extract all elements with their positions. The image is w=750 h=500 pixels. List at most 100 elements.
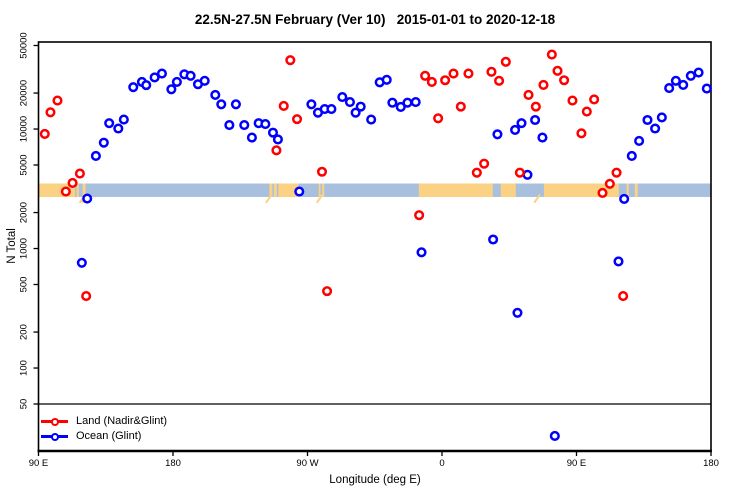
map-band-land-segment: [278, 183, 299, 197]
data-point-ocean: [185, 70, 196, 81]
map-band-land-segment: [82, 183, 86, 197]
data-point-land: [60, 186, 71, 197]
x-tick-label: 0: [439, 458, 444, 469]
data-point-land: [45, 107, 56, 118]
data-point-ocean: [613, 256, 624, 267]
data-point-land: [414, 210, 425, 221]
map-band-ocean: [38, 183, 711, 197]
data-point-land: [448, 68, 459, 79]
data-point-land: [52, 95, 63, 106]
data-point-ocean: [619, 193, 630, 204]
data-point-land: [420, 70, 431, 81]
data-point-ocean: [395, 101, 406, 113]
x-tick-label: 90 E: [29, 458, 49, 469]
legend-label-land: Land (Nadir&Glint): [76, 415, 168, 427]
data-point-ocean: [530, 114, 541, 126]
map-coastline-sliver: [315, 193, 324, 204]
data-point-ocean: [664, 83, 675, 94]
y-tick-label: 50000: [19, 32, 30, 58]
data-point-land: [589, 94, 600, 105]
data-point-ocean: [199, 75, 210, 86]
data-point-ocean: [678, 79, 689, 90]
data-point-land: [39, 128, 50, 139]
data-point-ocean: [693, 67, 704, 78]
data-point-ocean: [626, 150, 637, 162]
data-point-ocean: [537, 132, 548, 143]
data-point-ocean: [642, 114, 653, 126]
data-point-ocean: [166, 84, 177, 95]
data-point-ocean: [246, 132, 257, 143]
data-point-land: [500, 56, 511, 67]
map-band-land-segment: [318, 183, 321, 197]
data-point-ocean: [149, 72, 160, 83]
y-tick-label: 200: [19, 324, 30, 340]
data-point-land: [440, 75, 451, 86]
y-tick-label: 10000: [19, 116, 30, 142]
legend-item-ocean: Ocean (Glint): [41, 429, 167, 444]
map-band-land-segment: [76, 183, 79, 197]
data-point-ocean: [549, 430, 560, 442]
data-point-ocean: [701, 83, 712, 94]
x-axis-title: Longitude (deg E): [329, 474, 421, 486]
data-point-ocean: [685, 70, 696, 81]
legend-label-ocean: Ocean (Glint): [76, 430, 142, 442]
data-point-ocean: [516, 118, 527, 129]
data-point-ocean: [326, 103, 337, 115]
data-point-land: [278, 100, 289, 111]
data-point-ocean: [156, 68, 167, 79]
data-point-land: [523, 89, 534, 100]
data-point-land: [576, 128, 587, 139]
y-tick-label: 100: [19, 360, 30, 376]
x-tick-label: 90 E: [567, 458, 587, 469]
data-point-ocean: [634, 135, 645, 146]
data-point-ocean: [366, 114, 377, 125]
data-point-ocean: [216, 99, 227, 110]
data-point-ocean: [90, 150, 101, 162]
data-point-land: [514, 167, 525, 178]
data-point-land: [559, 75, 570, 86]
data-point-land: [433, 113, 444, 124]
plot-frame: [37, 41, 712, 452]
map-band-land-segment: [273, 183, 277, 197]
x-tick-label: 180: [703, 458, 719, 469]
y-tick-label: 50: [19, 399, 30, 410]
data-point-ocean: [171, 76, 182, 87]
y-axis-title: N Total: [6, 228, 18, 264]
data-point-ocean: [104, 118, 115, 129]
data-point-ocean: [272, 134, 283, 145]
y-tick-label: 1000: [19, 238, 30, 259]
data-point-ocean: [82, 193, 93, 204]
legend: Land (Nadir&Glint) Ocean (Glint): [41, 414, 167, 444]
data-point-land: [494, 75, 505, 86]
y-tick-label: 500: [19, 277, 30, 293]
data-point-land: [316, 166, 328, 177]
data-point-land: [67, 177, 78, 188]
data-point-ocean: [355, 101, 366, 112]
data-point-ocean: [210, 89, 221, 100]
legend-item-land: Land (Nadir&Glint): [41, 414, 167, 429]
data-point-ocean: [337, 92, 348, 103]
data-point-land: [552, 65, 563, 76]
data-point-ocean: [512, 307, 523, 318]
map-band-land-segment: [269, 183, 273, 197]
data-point-ocean: [239, 119, 250, 131]
data-point-ocean: [306, 99, 317, 110]
data-point-land: [618, 291, 629, 302]
data-point-ocean: [488, 234, 499, 245]
data-point-ocean: [492, 129, 503, 140]
map-band-land-segment: [322, 183, 325, 197]
data-point-land: [81, 291, 92, 302]
data-point-land: [530, 101, 541, 112]
data-point-ocean: [76, 257, 87, 268]
data-point-land: [455, 101, 466, 112]
data-point-land: [486, 66, 497, 77]
data-point-ocean: [224, 119, 235, 131]
data-point-ocean: [656, 112, 667, 123]
y-tick-label: 5000: [19, 154, 30, 175]
data-point-ocean: [387, 97, 398, 108]
data-point-land: [611, 167, 622, 178]
data-point-ocean: [350, 107, 361, 118]
data-point-land: [604, 178, 615, 189]
map-coastline-sliver: [265, 193, 273, 204]
